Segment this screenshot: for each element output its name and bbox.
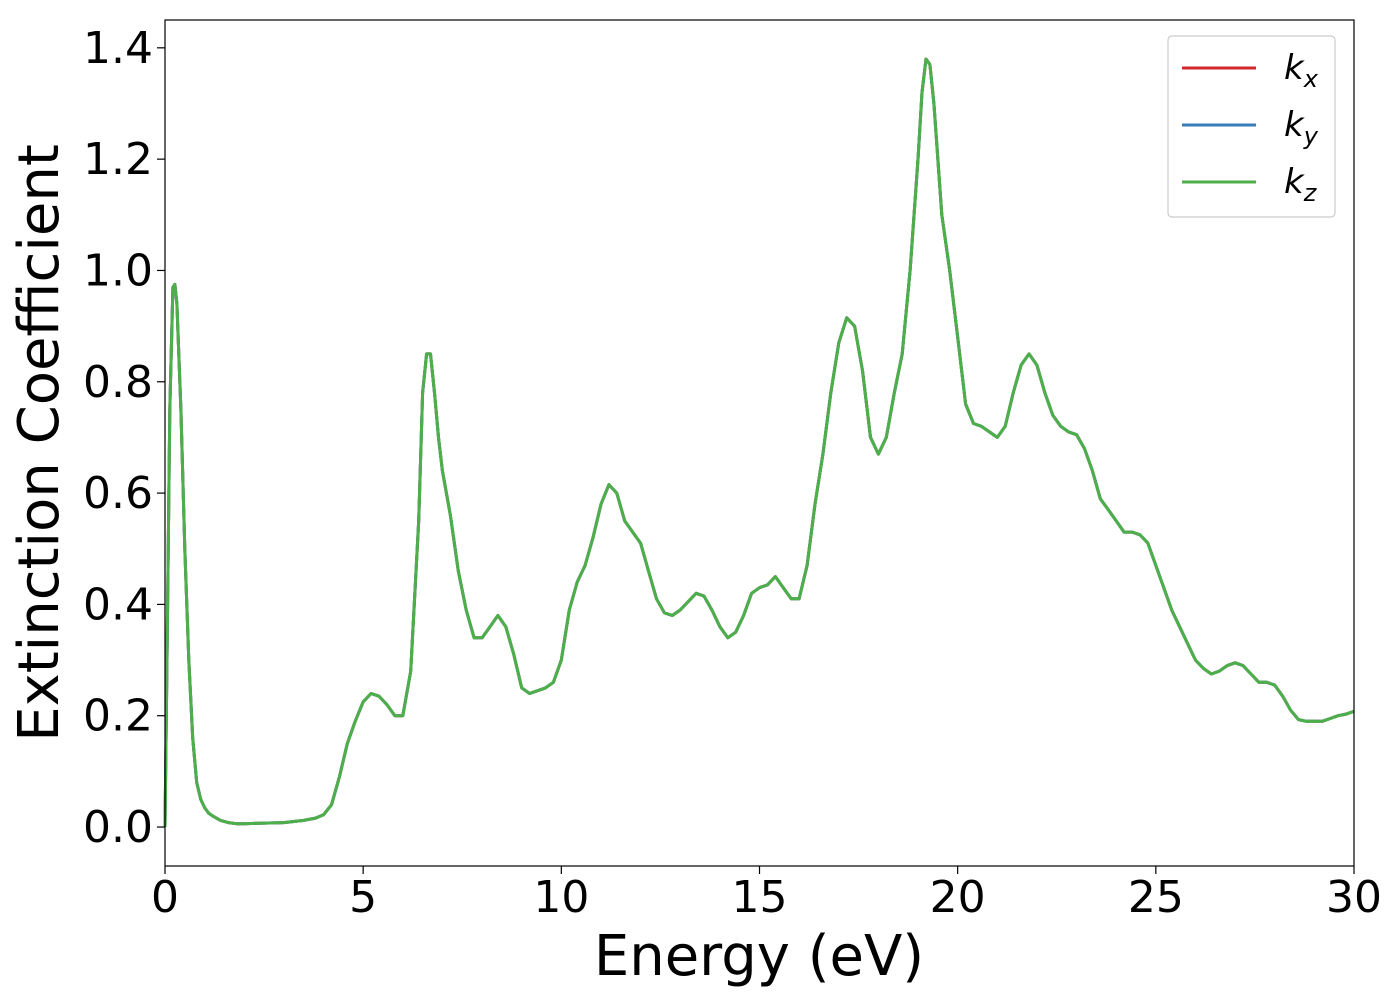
y-axis-ticks: 0.0 0.2 0.4 0.6 0.8 1.0 1.2 1.4 xyxy=(83,23,165,853)
y-tick-label: 0.2 xyxy=(83,691,153,742)
series-lines xyxy=(163,57,1355,828)
x-tick-label: 25 xyxy=(1128,872,1184,923)
x-tick-label: 5 xyxy=(349,872,377,923)
y-tick-label: 1.4 xyxy=(83,23,153,74)
x-tick-label: 0 xyxy=(151,872,179,923)
y-tick-label: 0.6 xyxy=(83,468,153,519)
x-axis-ticks: 0 5 10 15 20 25 30 xyxy=(151,866,1382,923)
legend-label-ky: ky xyxy=(1284,105,1319,150)
y-axis-label: Extinction Coefficient xyxy=(7,144,72,742)
y-tick-label: 1.2 xyxy=(83,134,153,185)
series-line-kz xyxy=(163,57,1355,828)
x-tick-label: 15 xyxy=(732,872,788,923)
x-tick-label: 30 xyxy=(1326,872,1382,923)
x-tick-label: 20 xyxy=(930,872,986,923)
plot-area xyxy=(165,20,1354,866)
y-tick-label: 1.0 xyxy=(83,245,153,296)
y-tick-label: 0.8 xyxy=(83,357,153,408)
y-tick-label: 0.4 xyxy=(83,579,153,630)
y-tick-label: 0.0 xyxy=(83,802,153,853)
x-tick-label: 10 xyxy=(533,872,589,923)
x-axis-label: Energy (eV) xyxy=(594,924,924,989)
